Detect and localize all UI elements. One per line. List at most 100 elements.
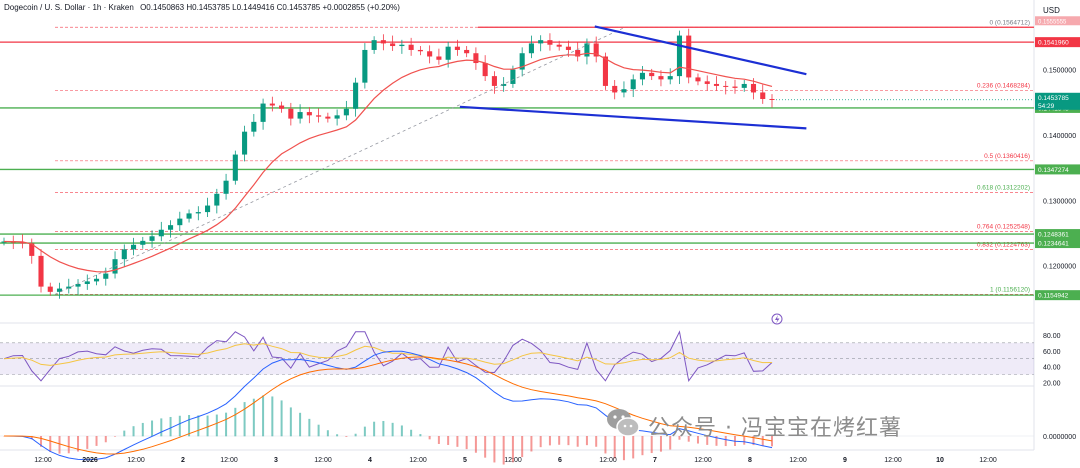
candle-body <box>103 273 109 279</box>
sr-level-tag <box>1035 290 1080 301</box>
macd-histogram-bar <box>271 396 274 437</box>
macd-histogram-bar <box>400 425 403 437</box>
candle-body <box>519 53 525 70</box>
macd-histogram-bar <box>530 436 533 452</box>
lightning-icon <box>775 315 780 324</box>
candle-body <box>454 46 460 50</box>
candle-body <box>593 43 599 57</box>
candle-body <box>343 108 349 116</box>
macd-histogram-bar <box>49 436 52 452</box>
macd-histogram-bar <box>141 422 144 437</box>
x-tick-label: 12:00 <box>884 457 902 464</box>
rsi-tick-label: 40.00 <box>1043 365 1061 372</box>
candle-body <box>399 44 405 47</box>
signal-line <box>4 356 773 455</box>
macd-histogram-bar <box>289 407 292 437</box>
x-tick-label: 12:00 <box>314 457 332 464</box>
macd-histogram-bar <box>391 422 394 437</box>
macd-histogram-bar <box>484 436 487 458</box>
x-tick-label: 12:00 <box>504 457 522 464</box>
candle-body <box>630 79 636 90</box>
candle-body <box>667 76 673 80</box>
macd-histogram-bar <box>197 415 200 437</box>
candle-body <box>279 105 285 109</box>
x-tick-label: 12:00 <box>789 457 807 464</box>
countdown-label: 54:29 <box>1038 103 1055 110</box>
chart-header: Dogecoin / U. S. Dollar · 1h · Kraken O0… <box>4 3 404 12</box>
macd-histogram-bar <box>86 436 89 449</box>
candle-body <box>260 103 266 122</box>
channel-upper-trendline <box>594 25 807 76</box>
candle-body <box>205 205 211 213</box>
macd-histogram-bar <box>160 418 163 437</box>
macd-histogram-bar <box>308 418 311 437</box>
x-tick-label: 2 <box>181 457 185 464</box>
candle-body <box>214 193 220 206</box>
macd-histogram-bar <box>206 415 209 437</box>
macd-histogram-bar <box>595 436 598 447</box>
candle-body <box>29 243 35 256</box>
candle-body <box>621 89 627 93</box>
candle-body <box>93 278 100 282</box>
x-tick-label: 12:00 <box>409 457 427 464</box>
macd-histogram-bar <box>262 395 265 437</box>
rsi-line <box>3 330 773 383</box>
x-tick-label: 9 <box>843 457 847 464</box>
candle-body <box>47 286 53 292</box>
sr-level-label: 0.1248361 <box>1038 232 1069 239</box>
y-tick-label: 0.1500000 <box>1043 68 1076 75</box>
macd-histogram-bar <box>30 436 33 440</box>
macd-histogram-bar <box>613 436 616 459</box>
fib-level-label: 0.832 (0.1224763) <box>977 242 1030 249</box>
candle-body <box>177 218 183 226</box>
candle-body <box>602 56 608 86</box>
macd-histogram-bar <box>243 402 246 437</box>
macd-histogram-bar <box>95 436 98 446</box>
macd-histogram-bar <box>428 436 431 440</box>
macd-histogram-bar <box>456 436 459 447</box>
candle-body <box>297 112 303 119</box>
candle-body <box>556 44 562 47</box>
x-tick-label: 12:00 <box>127 457 145 464</box>
candle-body <box>84 281 90 285</box>
macd-histogram-bar <box>299 412 302 437</box>
x-tick-label: 12:00 <box>220 457 238 464</box>
candle-body <box>528 43 534 54</box>
x-tick-label: 5 <box>463 457 467 464</box>
candle-body <box>686 35 692 78</box>
macd-histogram-bar <box>447 436 450 445</box>
macd-histogram-bar <box>632 436 635 459</box>
rsi-tick-label: 60.00 <box>1043 349 1061 356</box>
fib-level-label: 0.236 (0.1468284) <box>977 82 1030 89</box>
macd-histogram-bar <box>354 433 357 437</box>
macd-histogram-bar <box>336 434 339 437</box>
y-tick-label: 0.1300000 <box>1043 198 1076 205</box>
fib-level-label: 0.5 (0.1360416) <box>984 153 1030 160</box>
candle-body <box>612 85 618 93</box>
macd-histogram-bar <box>104 436 107 443</box>
x-tick-label: 6 <box>558 457 562 464</box>
rsi-tick-label: 80.00 <box>1043 333 1061 340</box>
macd-histogram-bar <box>132 426 135 437</box>
macd-histogram-bar <box>696 436 699 444</box>
macd-histogram-bar <box>576 436 579 447</box>
candle-body <box>538 40 544 44</box>
candle-body <box>158 229 164 237</box>
candle-body <box>38 255 44 287</box>
candle-body <box>436 56 442 60</box>
candle-body <box>380 40 386 44</box>
macd-histogram-bar <box>123 430 126 437</box>
x-tick-label: 8 <box>748 457 752 464</box>
candle-body <box>269 103 275 106</box>
macd-histogram-bar <box>669 436 672 450</box>
x-tick-label: 7 <box>653 457 657 464</box>
candle-body <box>473 53 479 64</box>
macd-histogram-bar <box>687 436 690 442</box>
sr-level-tag <box>1035 164 1080 175</box>
sr-level-tag <box>1035 238 1080 249</box>
sr-level-label: 0.1347274 <box>1038 167 1069 174</box>
macd-histogram-bar <box>437 436 440 444</box>
macd-histogram-bar <box>502 436 505 465</box>
candle-body <box>464 49 470 54</box>
